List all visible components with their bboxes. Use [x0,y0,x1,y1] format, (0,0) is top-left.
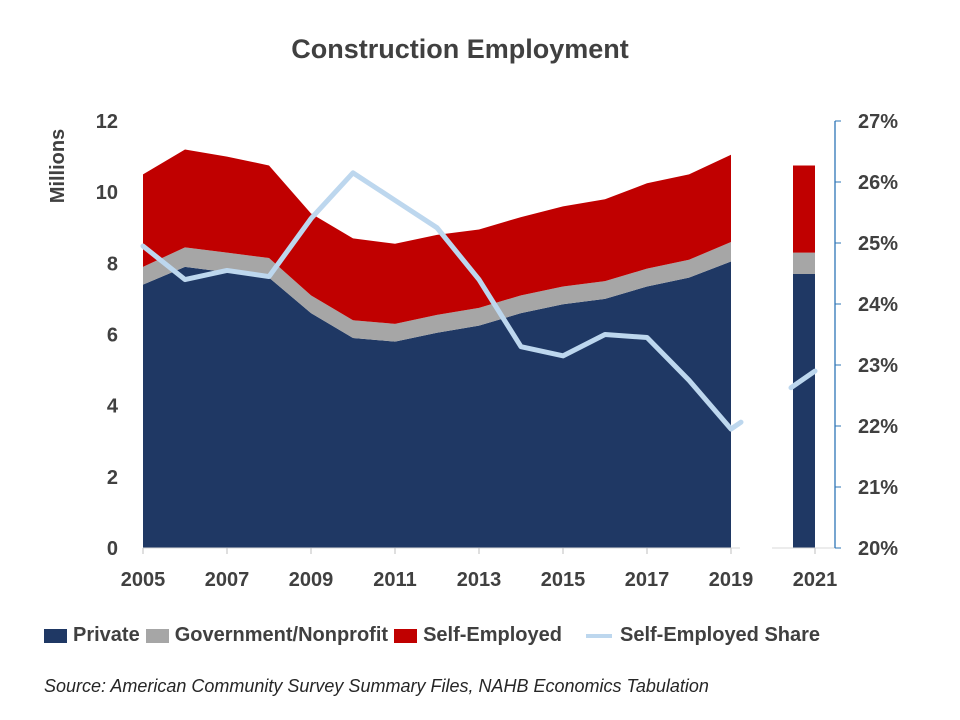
y2-tick-22pct: 22% [858,416,898,438]
x-tick-2011: 2011 [373,569,416,591]
line-self-employed-share-segment-2 [788,368,818,391]
y-tick-8: 8 [107,253,118,275]
y2-tick-23pct: 23% [858,355,898,377]
legend-swatch-government [145,628,169,643]
y-tick-4: 4 [107,396,119,418]
source-note: Source: American Community Survey Summar… [44,676,709,696]
y-tick-12: 12 [96,111,118,133]
legend-label-self-employed-share: Self-Employed Share [619,624,821,646]
y-axis-label: Millions [47,129,69,203]
x-tick-2013: 2013 [457,569,502,591]
legend-swatch-private [44,628,67,643]
chart-title: Construction Employment [291,34,629,64]
y-tick-10: 10 [96,182,118,204]
legend-label-private: Private [73,624,140,646]
y-tick-0: 0 [107,538,118,560]
y-tick-2: 2 [107,467,118,489]
y2-tick-21pct: 21% [858,477,898,499]
x-tick-2019: 2019 [709,569,754,591]
y2-tick-25pct: 25% [858,233,898,255]
y2-tick-27pct: 27% [858,111,898,133]
y2-tick-24pct: 24% [858,294,898,316]
legend-label-self-employed: Self-Employed [423,624,562,646]
line-self-employed-share-segment-1 [140,170,744,432]
legend-item-private: Private [44,624,140,647]
area-government-nonprofit-segment-1 [143,241,731,342]
x-tick-2005: 2005 [121,569,166,591]
area-self-employed-segment-1 [143,149,731,324]
legend-label-government: Government/Nonprofit [174,624,389,646]
x-tick-2017: 2017 [625,569,670,591]
x-tick-2007: 2007 [205,569,250,591]
x-tick-2009: 2009 [289,569,334,591]
legend-swatch-self-employed [394,628,418,643]
y2-tick-26pct: 26% [858,172,898,194]
x-tick-2015: 2015 [541,569,586,591]
area-self-employed-segment-2 [793,165,815,253]
legend-item-government: Government/Nonprofit [145,624,389,647]
area-government-nonprofit-segment-2 [793,252,815,275]
y2-tick-20pct: 20% [858,538,898,560]
y-tick-6: 6 [107,325,118,347]
x-tick-2021: 2021 [793,569,838,591]
legend-item-self-employed-share: Self-Employed Share [568,624,820,647]
area-private-segment-1 [143,261,731,548]
chart-legend: Private Government/Nonprofit Self-Employ… [44,624,826,647]
legend-swatch-self-employed-share [585,633,612,638]
legend-item-self-employed: Self-Employed [394,624,562,647]
area-private-segment-2 [793,274,815,548]
